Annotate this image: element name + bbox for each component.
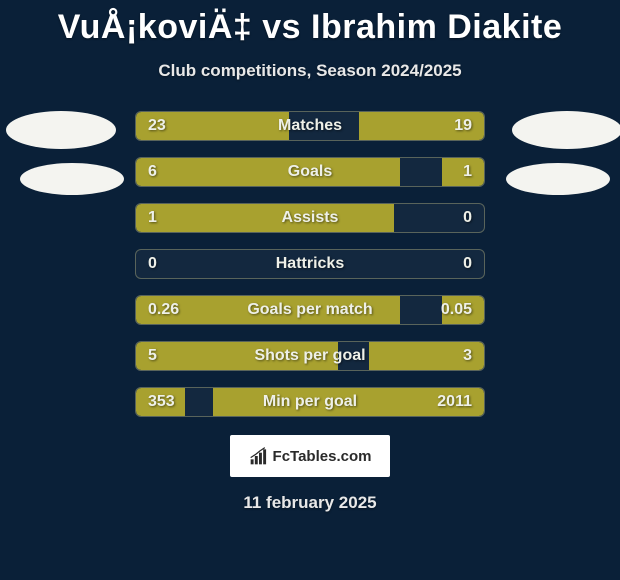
value-right: 2011: [437, 393, 472, 411]
value-left: 353: [148, 393, 175, 411]
value-left: 5: [148, 347, 157, 365]
value-left: 6: [148, 163, 157, 181]
player-avatar-right-shadow: [506, 163, 610, 195]
stat-row: 10Assists: [135, 203, 485, 233]
player-avatar-right: [512, 111, 620, 149]
logo-box: FcTables.com: [230, 435, 390, 477]
date-text: 11 february 2025: [0, 493, 620, 513]
value-left: 23: [148, 117, 166, 135]
value-right: 0: [463, 255, 472, 273]
value-right: 19: [454, 117, 472, 135]
value-right: 0: [463, 209, 472, 227]
fill-left: [136, 204, 394, 232]
stat-row: 2319Matches: [135, 111, 485, 141]
logo-text: FcTables.com: [273, 448, 372, 465]
stat-row: 0 0Hattricks: [135, 249, 485, 279]
page-title: VuÅ¡koviÄ‡ vs Ibrahim Diakite: [0, 0, 620, 47]
value-right: 3: [463, 347, 472, 365]
value-left: 0.26: [148, 301, 179, 319]
bars-container: 2319Matches61Goals10Assists00Hattricks0.…: [135, 111, 485, 417]
comparison-chart: 2319Matches61Goals10Assists00Hattricks0.…: [0, 111, 620, 417]
value-right: 1: [463, 163, 472, 181]
stat-label: Hattricks: [136, 255, 484, 273]
fill-left: [136, 158, 400, 186]
player-avatar-left-shadow: [20, 163, 124, 195]
stat-row: 0.260.05Goals per match: [135, 295, 485, 325]
player-avatar-left: [6, 111, 116, 149]
fctables-logo-icon: [249, 446, 269, 466]
value-left: 0: [148, 255, 157, 273]
stat-row: 3532011Min per goal: [135, 387, 485, 417]
fill-left: [136, 342, 338, 370]
stat-row: 53Shots per goal: [135, 341, 485, 371]
value-right: 0.05: [441, 301, 472, 319]
subtitle: Club competitions, Season 2024/2025: [0, 61, 620, 81]
stat-row: 61Goals: [135, 157, 485, 187]
value-left: 1: [148, 209, 157, 227]
